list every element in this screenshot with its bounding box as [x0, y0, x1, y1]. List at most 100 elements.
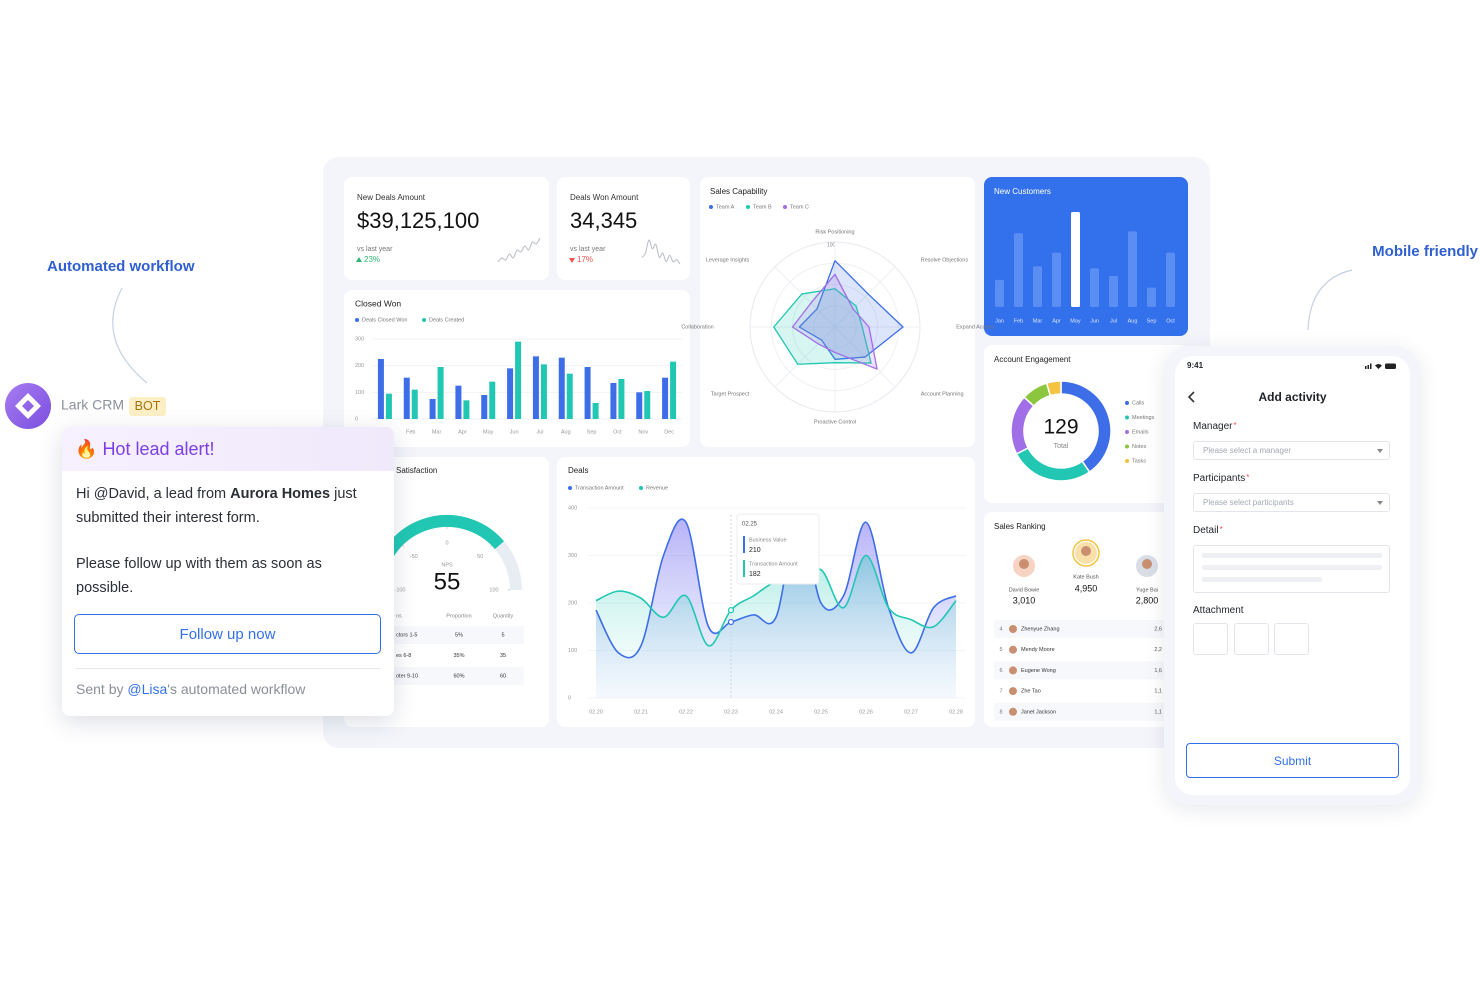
x-tick-label: Oct	[613, 429, 622, 435]
x-tick-label: Jul	[1110, 318, 1117, 324]
callout: Automated workflow	[47, 258, 195, 275]
ranking-row	[994, 640, 1180, 659]
x-tick-label: Jul	[536, 429, 543, 435]
field-label: Attachment	[1193, 605, 1244, 616]
card-title: Account Engagement	[994, 355, 1071, 364]
text: just submitted their interest form.	[76, 486, 357, 526]
ranking-value: 2,2	[1154, 647, 1162, 653]
legend-dot	[1125, 444, 1129, 449]
field-label: Participants*	[1193, 473, 1249, 484]
bar	[1128, 231, 1137, 307]
participants-select[interactable]: Please select participants	[1193, 493, 1390, 512]
legend-dot	[746, 205, 750, 209]
kpi-value: $39,125,100	[357, 208, 479, 233]
gauge-tick-label: 0	[445, 540, 448, 546]
detail-textarea[interactable]	[1193, 545, 1390, 593]
legend-dot	[355, 318, 359, 322]
crown-ring	[1072, 539, 1100, 567]
bar	[455, 385, 462, 419]
legend-dot	[639, 486, 643, 490]
text: Sent by	[76, 681, 128, 697]
ranking-name: Mendy Moore	[1021, 647, 1055, 653]
avatar-face	[1019, 559, 1029, 569]
ranking-value: 2,6	[1154, 626, 1162, 632]
bar	[540, 364, 547, 419]
avatar	[1009, 625, 1017, 633]
bar	[385, 393, 392, 419]
bot-name: Lark CRM	[61, 397, 124, 413]
bar	[618, 379, 625, 419]
radar-axis-label: Resolve Objections	[921, 257, 969, 263]
table-header: Quantity	[493, 613, 514, 619]
x-tick-label: May	[483, 429, 494, 435]
avatar-face	[1081, 546, 1091, 556]
callout: Mobile friendly	[1372, 243, 1479, 260]
radar-spoke	[834, 266, 896, 328]
gauge-metric: NPS	[441, 562, 453, 568]
label: Detail	[1193, 525, 1219, 536]
y-tick-label: 100	[568, 648, 577, 654]
alert-header: 🔥 Hot lead alert!	[62, 427, 394, 471]
x-tick-label: May	[1070, 318, 1081, 324]
x-tick-label: 02.23	[724, 709, 738, 715]
x-tick-label: Jun	[510, 429, 519, 435]
alert-followup: Please follow up with them as soon as po…	[76, 556, 322, 596]
bar	[566, 373, 573, 419]
legend-label: Transaction Amount	[575, 485, 624, 491]
donut-total: 129	[1043, 416, 1078, 439]
ranking-rank: 8	[999, 709, 1002, 715]
x-tick-label: Feb	[406, 429, 415, 435]
y-tick-label: 100	[355, 390, 364, 396]
manager-select[interactable]: Please select a manager	[1193, 441, 1390, 460]
bar	[429, 399, 436, 419]
trend-arrow	[356, 257, 362, 262]
ranking-value: 1,6	[1154, 668, 1162, 674]
legend-label: Deals Closed Won	[362, 317, 407, 323]
bar	[670, 361, 677, 419]
mention[interactable]: @Lisa	[127, 681, 168, 697]
gauge-tick-label: -100	[394, 587, 405, 593]
bar	[584, 367, 591, 419]
card-title: Sales Capability	[710, 187, 767, 196]
bot-badge: BOT	[135, 399, 161, 413]
legend-dot	[1125, 401, 1129, 405]
x-tick-label: Aug	[1128, 318, 1138, 324]
bar	[411, 389, 418, 419]
x-tick-label: Mar	[1033, 318, 1043, 324]
bar	[592, 403, 599, 419]
bar	[662, 377, 669, 419]
table-header: Proportion	[446, 613, 471, 619]
bar	[558, 357, 565, 419]
radar-axis-label: Collaboration	[681, 324, 713, 330]
x-tick-label: 02.22	[679, 709, 693, 715]
x-tick-label: 02.27	[904, 709, 918, 715]
alert-icon: 🔥	[75, 438, 98, 459]
x-tick-label: Oct	[1166, 318, 1175, 324]
y-tick-label: 200	[355, 363, 364, 369]
x-tick-label: Dec	[664, 429, 674, 435]
tooltip-date: 02.25	[742, 522, 758, 528]
back-button[interactable]	[1187, 390, 1197, 404]
bot-logo	[15, 393, 41, 419]
bar	[377, 359, 384, 419]
y-tick-label: 200	[568, 600, 577, 606]
attachment-slot[interactable]	[1193, 623, 1228, 655]
tooltip-swatch	[743, 536, 745, 553]
legend-dot	[1125, 430, 1129, 434]
submit-button[interactable]: Submit	[1186, 743, 1399, 778]
y-tick-label: 300	[355, 336, 364, 342]
attachment-slot[interactable]	[1234, 623, 1269, 655]
ranking-name: David Bowie	[1009, 587, 1040, 593]
tooltip	[736, 513, 820, 585]
legend-dot	[709, 205, 713, 209]
alert-message: Hi @David, a lead from Aurora Homes just…	[76, 483, 376, 530]
x-tick-label: Feb	[1014, 318, 1023, 324]
text: Hi @David, a lead from	[76, 486, 231, 502]
ranking-value: 3,010	[1013, 595, 1036, 605]
legend-label: Team C	[790, 204, 809, 210]
x-tick-label: Sep	[1147, 318, 1157, 324]
follow-up-button[interactable]: Follow up now	[74, 614, 381, 654]
ranking-value: 1,1	[1154, 709, 1162, 715]
attachment-slot[interactable]	[1274, 623, 1309, 655]
